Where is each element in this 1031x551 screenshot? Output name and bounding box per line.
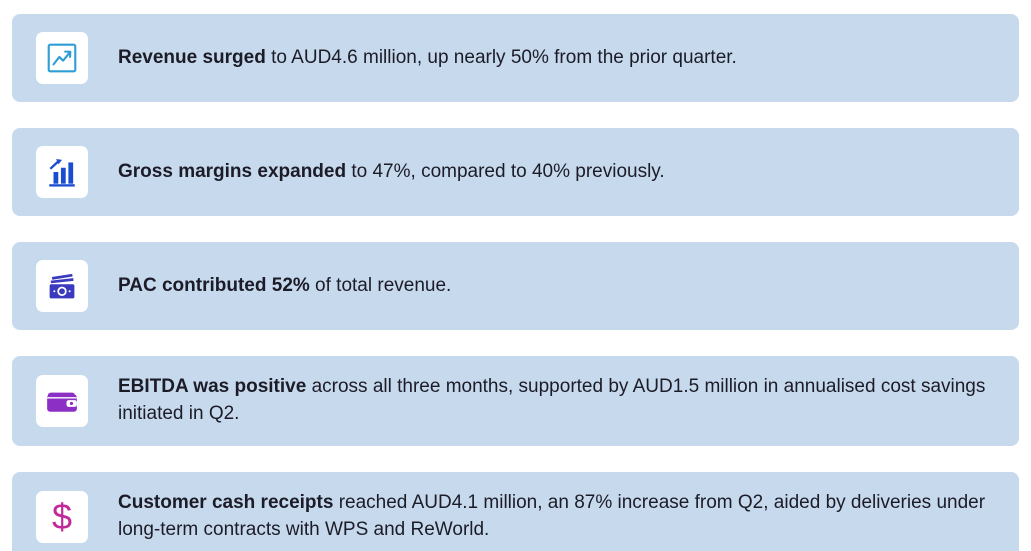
highlights-list: Revenue surged to AUD4.6 million, up nea…: [12, 14, 1019, 551]
card-text-rest: reached AUD4.1 million, an 87% increase …: [118, 491, 986, 540]
card-text: Revenue surged to AUD4.6 million, up nea…: [118, 45, 737, 72]
card-text-rest: across all three months, supported by AU…: [118, 376, 986, 424]
icon-box: [36, 374, 88, 427]
highlight-card-cash: $ Customer cash receipts reached AUD4.1 …: [12, 471, 1019, 551]
card-text: EBITDA was positive across all three mon…: [118, 374, 991, 428]
icon-box: $: [36, 490, 88, 543]
card-text-bold: EBITDA was positive: [118, 376, 307, 397]
bar-chart-icon: [49, 159, 75, 187]
dollar-icon: $: [51, 495, 73, 537]
icon-box: [36, 32, 88, 84]
card-text-bold: Gross margins expanded: [118, 160, 347, 182]
card-text-bold: Customer cash receipts: [118, 491, 334, 513]
icon-box: [36, 260, 88, 312]
card-text: Gross margins expanded to 47%, compared …: [118, 159, 665, 186]
card-text-rest: to AUD4.6 million, up nearly 50% from th…: [265, 46, 737, 68]
card-text-rest: to 47%, compared to 40% previously.: [346, 160, 665, 182]
banknotes-icon: [49, 273, 75, 299]
wallet-icon: [47, 392, 77, 412]
icon-box: [36, 146, 88, 198]
card-text: PAC contributed 52% of total revenue.: [118, 273, 451, 300]
highlight-card-margins: Gross margins expanded to 47%, compared …: [12, 128, 1019, 216]
card-text-rest: of total revenue.: [309, 274, 452, 296]
highlight-card-pac: PAC contributed 52% of total revenue.: [12, 242, 1019, 330]
card-text: Customer cash receipts reached AUD4.1 mi…: [118, 490, 991, 544]
line-chart-icon: [47, 43, 77, 73]
card-text-bold: Revenue surged: [118, 46, 266, 68]
card-text-bold: PAC contributed 52%: [118, 274, 310, 296]
highlight-card-revenue: Revenue surged to AUD4.6 million, up nea…: [12, 14, 1019, 102]
highlight-card-ebitda: EBITDA was positive across all three mon…: [12, 356, 1019, 446]
